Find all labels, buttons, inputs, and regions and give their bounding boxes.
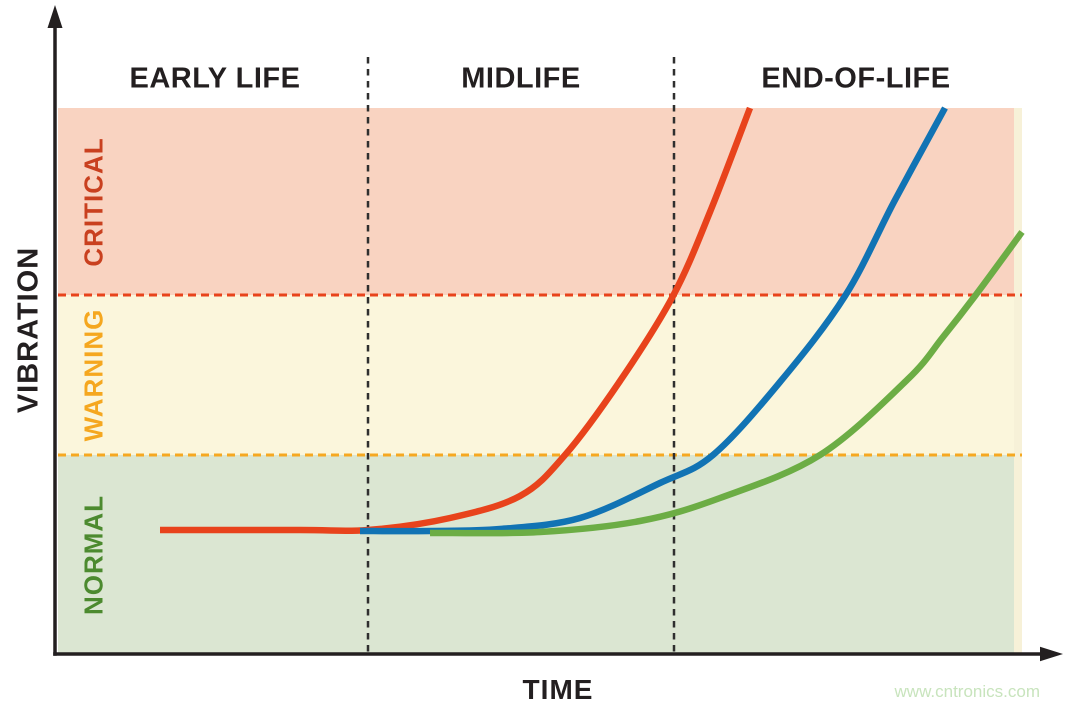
zone-label-critical: CRITICAL bbox=[78, 136, 109, 267]
green-curve bbox=[429, 230, 1025, 537]
phase-label-early-life: EARLY LIFE bbox=[129, 62, 301, 95]
zone-bands bbox=[58, 108, 1022, 654]
x-axis-arrowhead-icon bbox=[1040, 646, 1063, 662]
x-axis-label: TIME bbox=[522, 674, 594, 705]
phase-dividers bbox=[366, 57, 676, 654]
phase-label-end-of-life: END-OF-LIFE bbox=[761, 62, 951, 95]
band-edge-strip bbox=[1014, 108, 1022, 654]
y-axis-label: VIBRATION bbox=[12, 246, 45, 414]
threshold-lines bbox=[58, 293, 1022, 457]
zone-label-warning: WARNING bbox=[78, 308, 109, 442]
zone-label-normal: NORMAL bbox=[78, 494, 109, 615]
zone-band-critical bbox=[58, 108, 1014, 295]
vibration-curves bbox=[159, 106, 1025, 537]
zone-band-warning bbox=[58, 295, 1014, 455]
y-axis-arrowhead-icon bbox=[47, 5, 63, 28]
phase-label-midlife: MIDLIFE bbox=[461, 62, 581, 95]
watermark: www.cntronics.com bbox=[894, 682, 1040, 701]
red-curve bbox=[159, 106, 754, 535]
